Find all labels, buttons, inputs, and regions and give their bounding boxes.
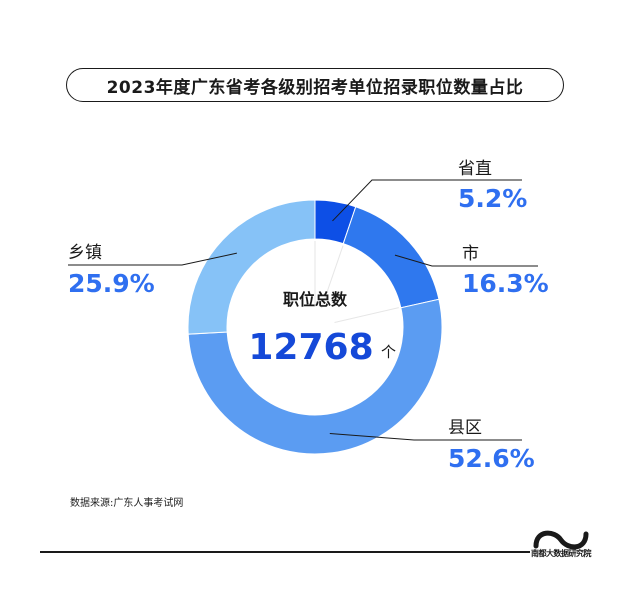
leader-line-3 xyxy=(329,432,522,441)
data-source: 数据来源:广东人事考试网 xyxy=(70,498,184,509)
chart-title: 2023年度广东省考各级别招考单位招录职位数量占比 xyxy=(66,68,564,102)
center-total: 12768 xyxy=(248,327,373,368)
center-unit: 个 xyxy=(381,343,396,361)
leader-line-1 xyxy=(332,179,522,222)
slice-value-3: 52.6% xyxy=(448,444,535,473)
guide-line-2 xyxy=(321,245,344,309)
footer-divider xyxy=(40,551,530,553)
slice-name-1: 省直 xyxy=(458,159,492,179)
slice-4 xyxy=(187,199,316,335)
center-label: 职位总数 xyxy=(283,290,348,309)
slice-value-1: 5.2% xyxy=(458,184,527,213)
slice-value-2: 16.3% xyxy=(462,269,549,298)
slice-value-4: 25.9% xyxy=(68,269,155,298)
leader-line-4 xyxy=(68,252,237,266)
guide-line-3 xyxy=(334,307,399,323)
slice-name-4: 乡镇 xyxy=(68,243,102,263)
slice-name-2: 市 xyxy=(462,244,479,264)
donut-hole xyxy=(229,241,401,413)
leader-line-2 xyxy=(394,254,538,267)
logo-text: 南都大数据研究院 xyxy=(531,549,592,558)
slice-name-3: 县区 xyxy=(448,418,482,438)
nandu-logo-icon xyxy=(533,530,589,550)
slice-3 xyxy=(187,298,443,455)
